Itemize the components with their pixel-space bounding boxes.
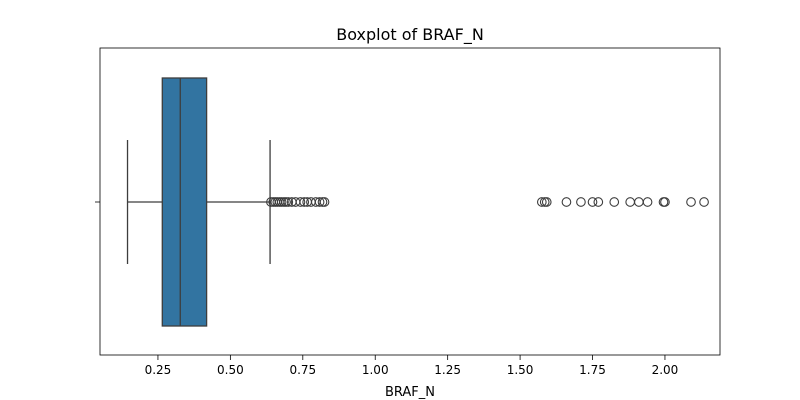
- outlier-point: [634, 197, 644, 207]
- outlier-point: [314, 197, 325, 207]
- x-tick-label: 1.50: [507, 363, 534, 377]
- outlier-point: [699, 197, 709, 207]
- plot-frame: [99, 47, 721, 356]
- outlier-point: [295, 197, 306, 207]
- x-tick-label: 1.00: [362, 363, 389, 377]
- outlier-point: [576, 197, 586, 207]
- outlier-point: [593, 197, 604, 207]
- outlier-point: [686, 197, 696, 207]
- outlier-point: [281, 197, 291, 207]
- outlier-point: [642, 197, 653, 207]
- plot-area: [126, 77, 709, 327]
- outlier-point: [625, 197, 636, 207]
- outlier-point: [609, 197, 620, 207]
- iqr-box: [161, 77, 208, 327]
- outlier-point: [561, 197, 572, 207]
- x-tick-label: 0.50: [217, 363, 244, 377]
- outlier-point: [587, 197, 598, 207]
- x-axis-label: BRAF_N: [385, 385, 435, 400]
- x-tick-label: 1.75: [579, 363, 606, 377]
- x-tick-label: 0.75: [289, 363, 316, 377]
- x-tick-label: 0.25: [145, 363, 172, 377]
- x-tick-label: 1.25: [434, 363, 461, 377]
- outlier-point: [283, 197, 294, 207]
- x-axis: 0.25 0.50 0.75 1.00 1.25 1.50 1.75 2.00: [145, 355, 679, 377]
- outlier-point: [541, 197, 552, 207]
- outlier-point: [660, 197, 670, 207]
- outlier-point: [299, 197, 310, 207]
- outlier-point: [536, 197, 547, 207]
- chart-title: Boxplot of BRAF_N: [336, 25, 484, 45]
- x-tick-label: 2.00: [652, 363, 679, 377]
- outlier-point: [276, 197, 287, 207]
- outlier-point: [319, 197, 330, 207]
